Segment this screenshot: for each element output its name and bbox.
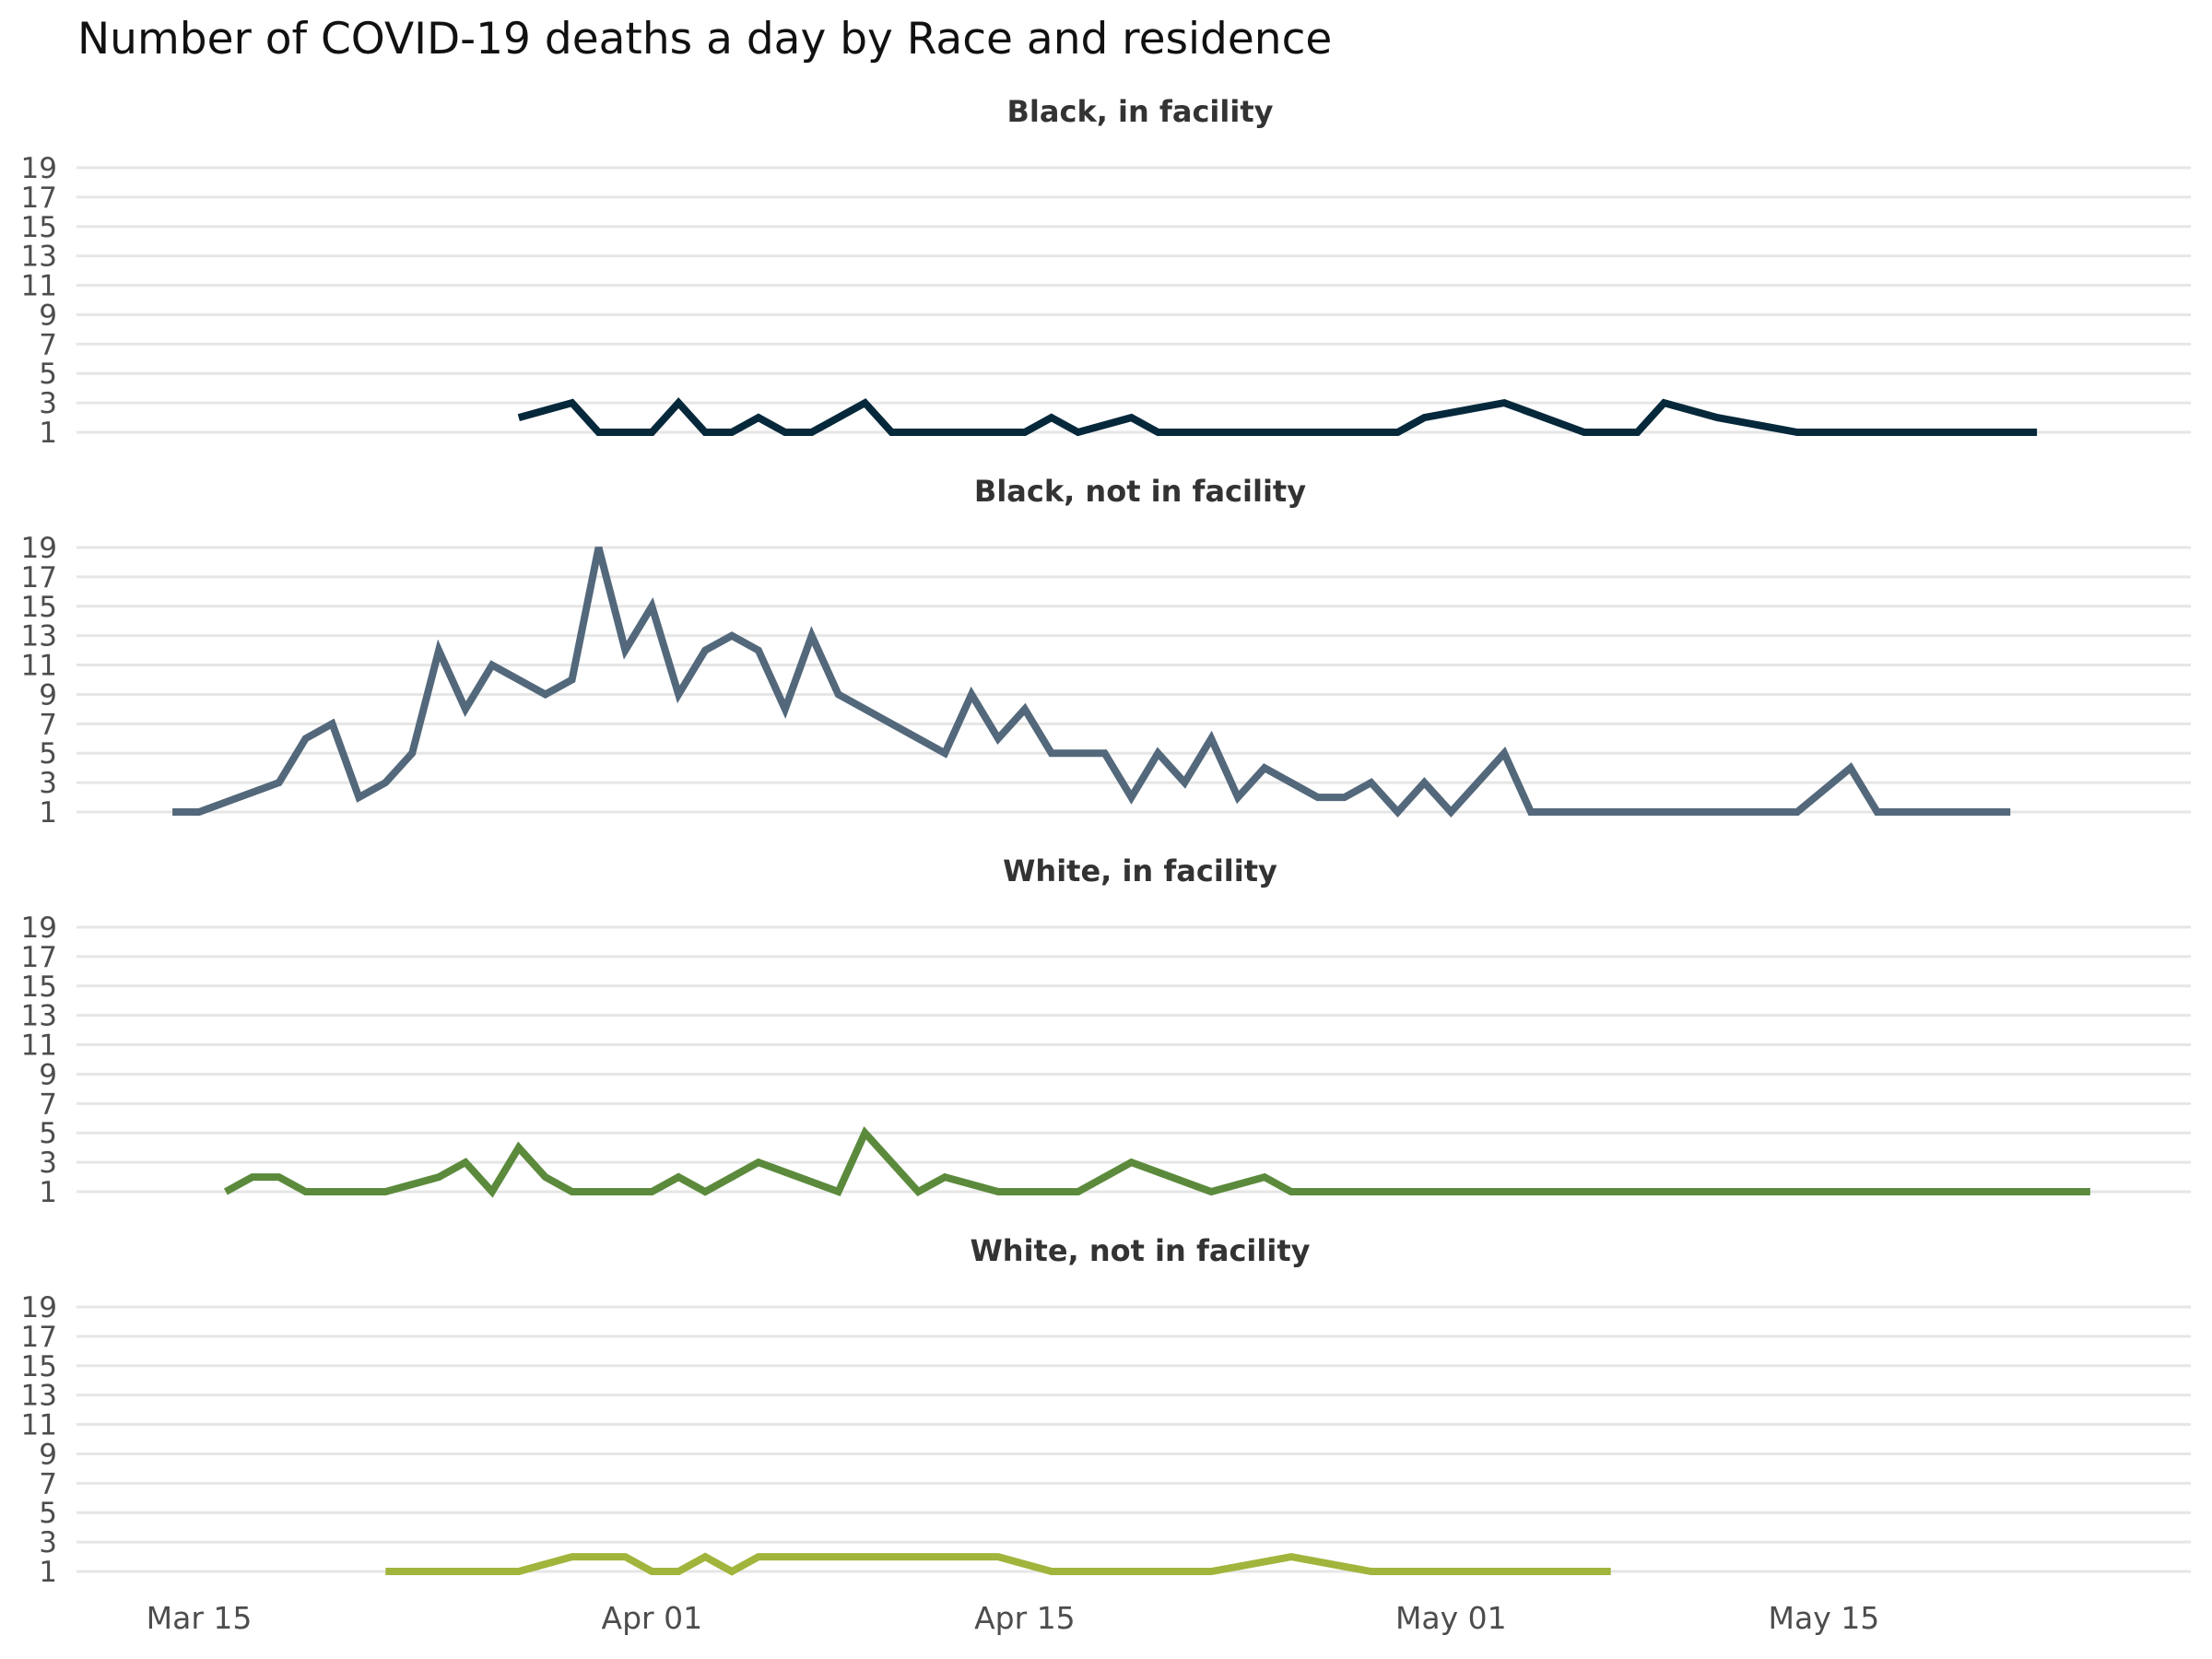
y-tick-label: 5: [39, 1497, 57, 1530]
y-tick-label: 9: [39, 678, 57, 712]
y-tick-label: 7: [39, 1467, 57, 1500]
x-axis: Mar 15 Apr 01 Apr 15 May 01 May 15: [147, 1600, 1880, 1636]
y-tick-label: 11: [21, 270, 57, 303]
x-tick-label: Apr 15: [974, 1600, 1076, 1636]
y-tick-label: 15: [21, 1350, 57, 1383]
y-tick-label: 7: [39, 328, 57, 361]
y-tick-label: 7: [39, 1088, 57, 1121]
y-tick-label: 17: [21, 941, 57, 974]
y-tick-label: 19: [21, 1291, 57, 1324]
y-tick-label: 1: [39, 796, 57, 830]
y-tick-label: 19: [21, 532, 57, 565]
chart-title: Number of COVID-19 deaths a day by Race …: [77, 14, 1332, 65]
chart-panels: Black, in facility135791113151719Black, …: [21, 94, 2191, 1589]
y-tick-label: 17: [21, 561, 57, 594]
y-tick-label: 9: [39, 299, 57, 332]
panel-title: White, in facility: [1003, 853, 1277, 888]
y-tick-label: 15: [21, 971, 57, 1004]
panel-title: White, not in facility: [971, 1233, 1311, 1268]
y-tick-label: 3: [39, 1526, 57, 1559]
series-line-white-not-in-facility: [385, 1552, 1611, 1576]
x-tick-label: May 15: [1769, 1600, 1880, 1636]
y-tick-label: 19: [21, 912, 57, 945]
y-tick-label: 1: [39, 1176, 57, 1209]
y-tick-label: 13: [21, 241, 57, 274]
y-tick-label: 15: [21, 211, 57, 244]
y-tick-label: 5: [39, 737, 57, 771]
y-tick-label: 9: [39, 1058, 57, 1091]
y-tick-label: 11: [21, 650, 57, 683]
y-tick-label: 11: [21, 1030, 57, 1063]
series-line-black-in-facility: [517, 397, 2038, 437]
series-line-black-not-in-facility: [172, 546, 2011, 818]
y-tick-label: 13: [21, 1380, 57, 1413]
y-tick-label: 15: [21, 591, 57, 624]
y-tick-label: 17: [21, 182, 57, 215]
y-tick-label: 3: [39, 1147, 57, 1180]
x-tick-label: Mar 15: [147, 1600, 253, 1636]
y-tick-label: 13: [21, 1000, 57, 1033]
y-tick-label: 7: [39, 708, 57, 741]
x-tick-label: Apr 01: [602, 1600, 703, 1636]
y-tick-label: 17: [21, 1321, 57, 1354]
y-tick-label: 3: [39, 387, 57, 420]
y-tick-label: 11: [21, 1409, 57, 1442]
y-tick-label: 1: [39, 417, 57, 450]
series-line-white-in-facility: [223, 1125, 2090, 1198]
panel-title: Black, not in facility: [974, 474, 1306, 509]
y-tick-label: 9: [39, 1438, 57, 1471]
y-tick-label: 19: [21, 152, 57, 185]
y-tick-label: 5: [39, 1117, 57, 1150]
x-tick-label: May 01: [1395, 1600, 1507, 1636]
y-tick-label: 13: [21, 620, 57, 653]
y-tick-label: 5: [39, 358, 57, 391]
panel-title: Black, in facility: [1007, 94, 1274, 129]
y-tick-label: 1: [39, 1556, 57, 1589]
y-tick-label: 3: [39, 767, 57, 800]
